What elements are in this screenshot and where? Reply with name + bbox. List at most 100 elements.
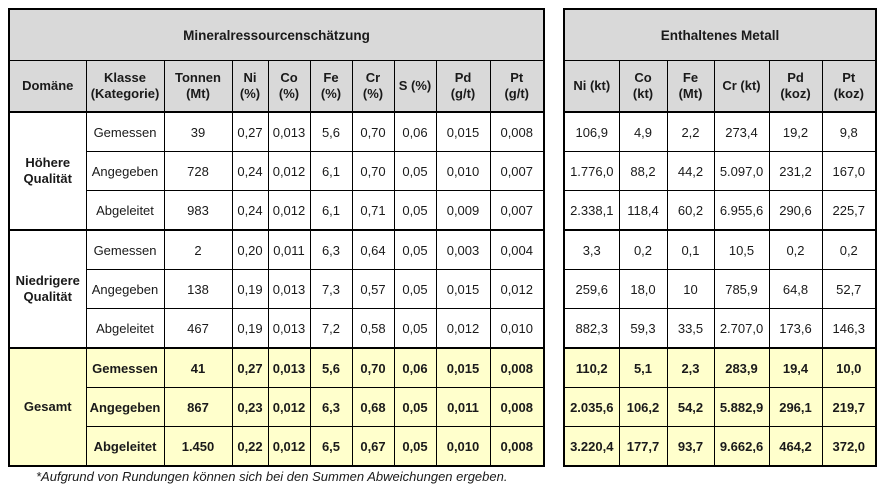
metal-value-cell: 0,2	[618, 229, 668, 270]
metal-value-cell: 225,7	[821, 190, 877, 231]
metal-value-cell: 88,2	[618, 151, 668, 191]
value-cell: 0,05	[393, 229, 437, 270]
metal-value-cell: 1.776,0	[563, 151, 620, 191]
class-cell: Abgeleitet	[85, 426, 165, 467]
value-cell: 0,71	[351, 190, 395, 231]
resource-table-header-row: Domäne Klasse (Kategorie) Tonnen (Mt) Ni…	[8, 60, 545, 113]
class-cell: Abgeleitet	[85, 308, 165, 349]
class-cell: Angegeben	[85, 151, 165, 191]
metal-value-cell: 19,2	[768, 111, 823, 152]
resource-table-row: Abgeleitet 983 0,24 0,012 6,1 0,71 0,05 0,009 0,…	[9, 190, 545, 231]
value-cell: 0,05	[393, 269, 437, 309]
domain-cell: Niedrigere Qualität	[8, 229, 87, 349]
value-cell: 0,19	[231, 308, 269, 349]
value-cell: 0,012	[267, 151, 311, 191]
value-cell: 983	[163, 190, 233, 231]
value-cell: 41	[163, 347, 233, 388]
metal-value-cell: 273,4	[713, 111, 770, 152]
value-cell: 0,013	[267, 269, 311, 309]
metal-value-cell: 64,8	[768, 269, 823, 309]
metal-value-cell: 44,2	[666, 151, 715, 191]
value-cell: 0,012	[267, 426, 311, 467]
metal-value-cell: 10	[666, 269, 715, 309]
value-cell: 138	[163, 269, 233, 309]
value-cell: 728	[163, 151, 233, 191]
col-header-tonnen: Tonnen (Mt)	[163, 60, 233, 113]
metal-value-cell: 0,2	[768, 229, 823, 270]
resource-table-row: Niedrigere Qualität Gemessen 2 0,20 0,011 6,3…	[8, 229, 545, 349]
col-header-pt-koz: Pt (koz)	[821, 60, 877, 113]
metal-value-cell: 10,0	[821, 347, 877, 388]
metal-value-cell: 6.955,6	[713, 190, 770, 231]
value-cell: 467	[163, 308, 233, 349]
value-cell: 7,3	[309, 269, 353, 309]
metal-table-title: Enthaltenes Metall	[563, 8, 877, 61]
value-cell: 0,008	[489, 347, 545, 388]
class-cell: Angegeben	[85, 269, 165, 309]
value-cell: 0,010	[489, 308, 545, 349]
resource-table-row: Höhere Qualität Gemessen 39 0,27 0,013 5,6 0,7…	[8, 111, 545, 231]
metal-value-cell: 372,0	[821, 426, 877, 467]
metal-value-cell: 177,7	[618, 426, 668, 467]
value-cell: 0,003	[435, 229, 491, 270]
value-cell: 0,012	[267, 190, 311, 231]
metal-value-cell: 146,3	[821, 308, 877, 349]
metal-value-cell: 60,2	[666, 190, 715, 231]
resource-table-row: Abgeleitet 1.450 0,22 0,012 6,5 0,67 0,05 0,010…	[9, 426, 545, 467]
value-cell: 0,011	[267, 229, 311, 270]
value-cell: 0,011	[435, 387, 491, 427]
metal-value-cell: 785,9	[713, 269, 770, 309]
value-cell: 0,015	[435, 347, 491, 388]
metal-value-cell: 52,7	[821, 269, 877, 309]
value-cell: 7,2	[309, 308, 353, 349]
metal-value-cell: 167,0	[821, 151, 877, 191]
value-cell: 0,70	[351, 347, 395, 388]
metal-value-cell: 259,6	[563, 269, 620, 309]
value-cell: 0,004	[489, 229, 545, 270]
value-cell: 1.450	[163, 426, 233, 467]
metal-value-cell: 2.338,1	[563, 190, 620, 231]
col-header-ni-kt: Ni (kt)	[563, 60, 620, 113]
value-cell: 6,1	[309, 190, 353, 231]
metal-value-cell: 54,2	[666, 387, 715, 427]
metal-table-row: 110,2 5,1 2,3 283,9 19,4 10,0	[563, 347, 877, 388]
metal-value-cell: 231,2	[768, 151, 823, 191]
value-cell: 0,58	[351, 308, 395, 349]
col-header-pt-gt: Pt (g/t)	[489, 60, 545, 113]
resource-table-row: Gesamt Gemessen 41 0,27 0,013 5,6 0,70 0,06 0,01…	[8, 347, 545, 467]
value-cell: 0,27	[231, 347, 269, 388]
value-cell: 0,67	[351, 426, 395, 467]
value-cell: 0,013	[267, 347, 311, 388]
value-cell: 867	[163, 387, 233, 427]
value-cell: 2	[163, 229, 233, 270]
value-cell: 0,008	[489, 387, 545, 427]
metal-value-cell: 5,1	[618, 347, 668, 388]
value-cell: 6,3	[309, 229, 353, 270]
metal-value-cell: 3,3	[563, 229, 620, 270]
metal-value-cell: 2.035,6	[563, 387, 620, 427]
class-cell: Gemessen	[85, 347, 165, 388]
resource-table-title: Mineralressourcenschätzung	[8, 8, 545, 61]
metal-value-cell: 290,6	[768, 190, 823, 231]
value-cell: 0,05	[393, 190, 437, 231]
contained-metal-table: Enthaltenes Metall Ni (kt) Co (kt) Fe (M…	[563, 8, 878, 467]
metal-value-cell: 5.882,9	[713, 387, 770, 427]
value-cell: 0,013	[267, 308, 311, 349]
metal-table-row: 259,6 18,0 10 785,9 64,8 52,7	[563, 269, 877, 309]
class-cell: Angegeben	[85, 387, 165, 427]
metal-table-row: 2.338,1 118,4 60,2 6.955,6 290,6 225,7	[563, 190, 877, 231]
col-header-co-kt: Co (kt)	[618, 60, 668, 113]
metal-value-cell: 173,6	[768, 308, 823, 349]
metal-table-row: 2.035,6 106,2 54,2 5.882,9 296,1 219,7	[563, 387, 877, 427]
metal-value-cell: 2,2	[666, 111, 715, 152]
value-cell: 39	[163, 111, 233, 152]
value-cell: 0,05	[393, 151, 437, 191]
value-cell: 5,6	[309, 111, 353, 152]
domain-cell: Höhere Qualität	[8, 111, 87, 231]
value-cell: 6,1	[309, 151, 353, 191]
col-header-fe-mt: Fe (Mt)	[666, 60, 715, 113]
resource-table-row: Angegeben 728 0,24 0,012 6,1 0,70 0,05 0,010 0,0…	[9, 151, 545, 191]
metal-value-cell: 106,2	[618, 387, 668, 427]
col-header-pd-koz: Pd (koz)	[768, 60, 823, 113]
